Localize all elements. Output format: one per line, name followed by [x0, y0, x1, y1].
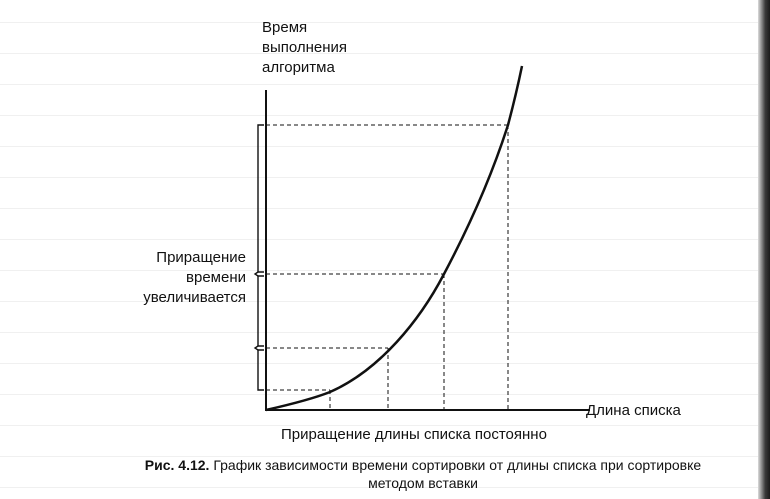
y-axis-label-line-3: алгоритма — [262, 59, 335, 76]
left-annotation-line-1: Приращение — [156, 249, 246, 266]
caption-text-1: График зависимости времени сортировки от… — [209, 457, 702, 473]
caption-line-1: Рис. 4.12. График зависимости времени со… — [88, 456, 758, 474]
left-annotation-line-3: увеличивается — [143, 289, 246, 306]
figure-caption: Рис. 4.12. График зависимости времени со… — [88, 456, 758, 492]
y-axis-label: Время выполнения алгоритма — [262, 18, 347, 78]
x-axis-label: Длина списка — [586, 402, 681, 419]
time-brackets — [253, 124, 264, 391]
y-axis-label-line-2: выполнения — [262, 39, 348, 56]
left-annotation-line-2: времени — [186, 269, 246, 286]
caption-prefix: Рис. 4.12. — [144, 457, 210, 473]
guide-lines — [266, 124, 509, 410]
page-edge — [758, 0, 770, 499]
increment-time-annotation: Приращение времени увеличивается — [134, 248, 246, 308]
caption-line-2: методом вставки — [368, 475, 478, 491]
time-curve — [265, 65, 524, 412]
increment-length-annotation: Приращение длины списка постоянно — [281, 426, 547, 443]
y-axis-label-line-1: Время — [262, 19, 308, 36]
